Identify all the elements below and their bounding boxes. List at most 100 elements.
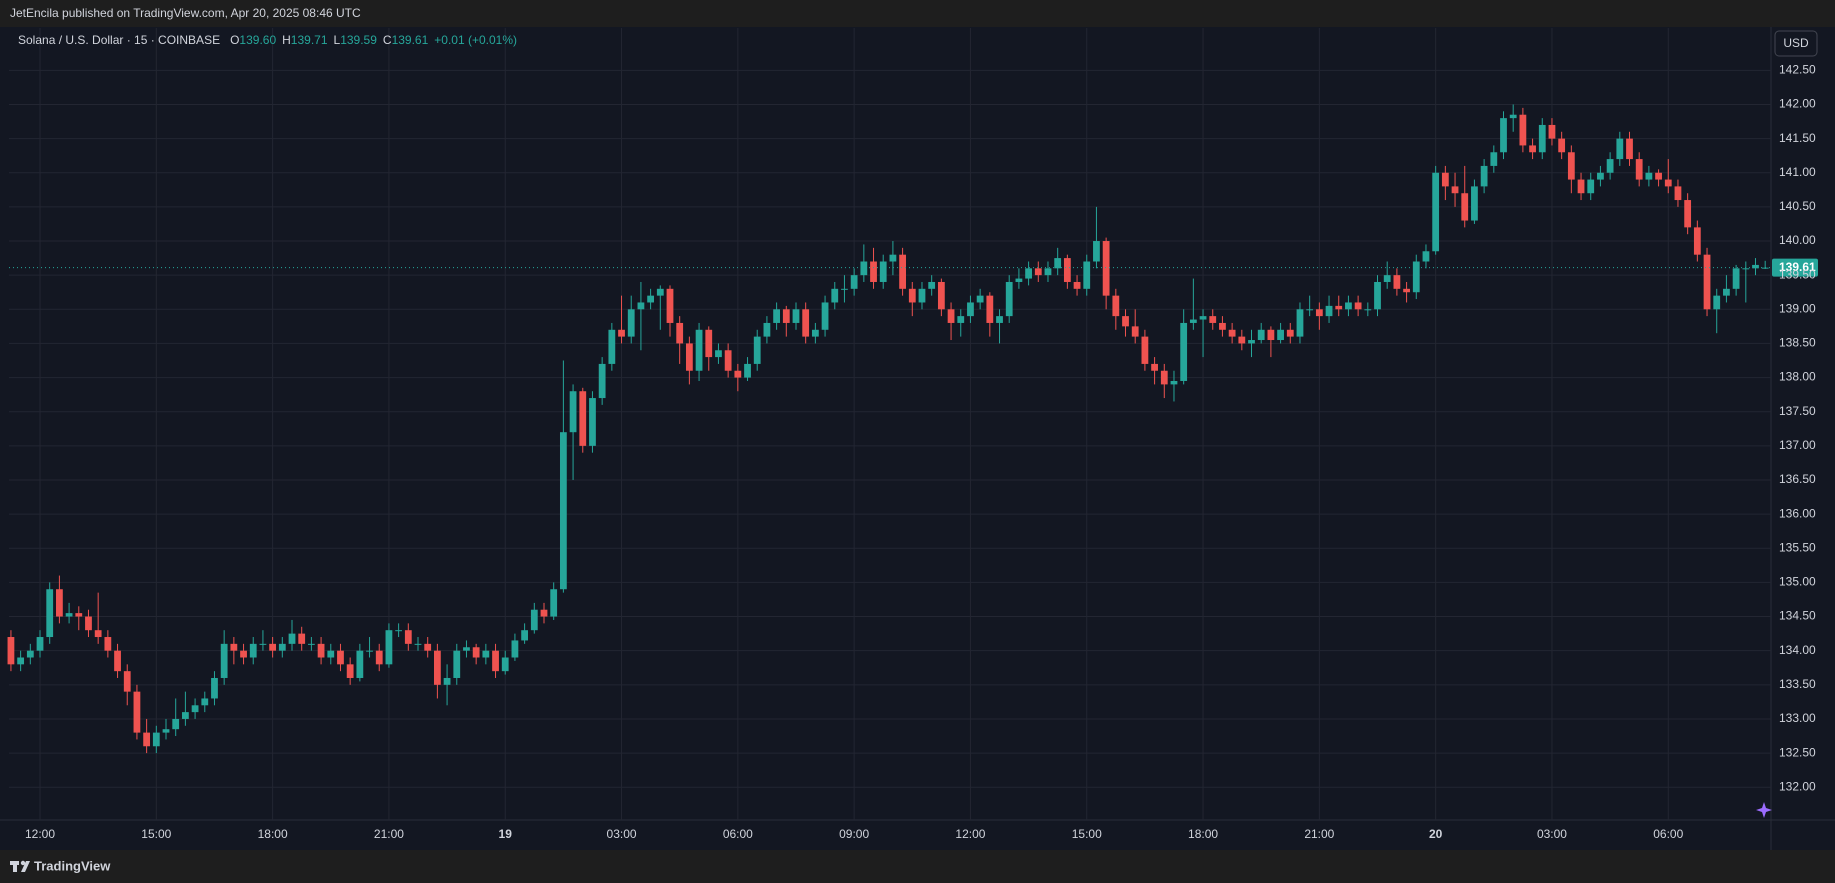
- legend-value: 139.71: [291, 33, 328, 47]
- candle-body: [715, 350, 722, 358]
- candle-body: [1306, 309, 1314, 311]
- candle-body: [1170, 380, 1178, 385]
- candle-body: [395, 630, 403, 632]
- candle-body: [492, 650, 499, 672]
- candle-body: [1626, 138, 1633, 160]
- candle-body: [831, 288, 839, 303]
- candle-body: [1054, 258, 1062, 269]
- candle-body: [1635, 159, 1643, 180]
- candle-body: [811, 329, 819, 337]
- candle-body: [598, 363, 606, 399]
- candle-body: [889, 254, 897, 262]
- x-tick-label: 03:00: [607, 827, 637, 841]
- y-tick-label: 136.00: [1779, 506, 1816, 520]
- candle-body: [472, 647, 480, 658]
- candle-body: [589, 398, 596, 446]
- y-tick-label: 134.00: [1779, 643, 1816, 657]
- candle-body: [366, 650, 373, 652]
- candle-body: [85, 616, 92, 631]
- candle-body: [1374, 281, 1381, 310]
- candle-body: [1606, 159, 1614, 173]
- candle-body: [947, 309, 955, 323]
- candle-body: [1345, 302, 1352, 310]
- candle-body: [569, 391, 577, 433]
- candle-body: [1616, 138, 1624, 160]
- candle-body: [17, 657, 25, 665]
- candle-body: [986, 295, 994, 323]
- candle-body: [1015, 278, 1023, 282]
- candle-body: [1296, 309, 1304, 337]
- candle-body: [327, 650, 335, 658]
- y-tick-label: 140.50: [1779, 199, 1816, 213]
- candle-body: [1112, 295, 1120, 317]
- candle-body: [1141, 336, 1149, 364]
- publisher-line: JetEncila published on TradingView.com, …: [10, 6, 361, 20]
- candle-body: [656, 288, 664, 296]
- legend-symbol: Solana / U.S. Dollar · 15 · COINBASE: [18, 33, 220, 47]
- x-tick-label: 15:00: [141, 827, 171, 841]
- candle-body: [1480, 165, 1488, 187]
- grid: [9, 28, 1771, 820]
- candle-body: [1044, 268, 1052, 276]
- candle-body: [501, 657, 509, 672]
- candle-body: [1219, 322, 1226, 330]
- candle-body: [1664, 179, 1672, 187]
- candle-body: [123, 671, 131, 692]
- candle-body: [1005, 281, 1013, 317]
- candle-body: [1199, 316, 1207, 320]
- candle-body: [792, 309, 800, 323]
- candle-body: [1655, 172, 1662, 180]
- overlay: 139.61: [9, 258, 1818, 277]
- candle-body: [104, 637, 112, 651]
- candle-body: [278, 643, 286, 651]
- candle-body: [307, 643, 315, 645]
- candle-body: [870, 261, 877, 282]
- candle-body: [94, 630, 102, 638]
- candle-body: [1461, 193, 1469, 221]
- candle-body: [860, 261, 868, 276]
- y-tick-label: 135.00: [1779, 575, 1816, 589]
- footer-brand: TradingView: [34, 858, 111, 873]
- candle-body: [540, 609, 548, 617]
- candle-body: [482, 650, 490, 658]
- tradingview-logo: [10, 860, 30, 872]
- candle-body: [1684, 200, 1692, 228]
- x-tick-label: 09:00: [839, 827, 869, 841]
- candle-body: [143, 732, 151, 747]
- y-tick-label: 132.00: [1779, 779, 1816, 793]
- candle-body: [385, 630, 393, 665]
- candle-body: [608, 329, 616, 364]
- candle-body: [1209, 316, 1217, 323]
- y-tick-label: 136.50: [1779, 472, 1816, 486]
- candle-body: [1713, 295, 1721, 310]
- x-tick-label: 18:00: [258, 827, 288, 841]
- candle-body: [676, 322, 684, 344]
- candle-body: [1228, 329, 1236, 337]
- candle-body: [1567, 152, 1575, 180]
- candle-body: [269, 643, 277, 651]
- bottom-bar: [0, 850, 1835, 883]
- y-tick-label: 134.50: [1779, 609, 1816, 623]
- candle-body: [976, 295, 984, 303]
- candle-body: [1122, 316, 1129, 327]
- currency-label[interactable]: USD: [1783, 36, 1809, 50]
- candle-body: [26, 650, 34, 658]
- candle-body: [1538, 124, 1546, 153]
- candle-body: [550, 589, 558, 617]
- candle-body: [666, 288, 674, 323]
- candle-body: [75, 613, 83, 617]
- candle-body: [937, 281, 945, 310]
- currency-button[interactable]: [1774, 30, 1818, 57]
- x-tick-label: 12:00: [25, 827, 55, 841]
- candle-body: [1267, 329, 1275, 341]
- candle-body: [56, 589, 63, 617]
- x-tick-label: 21:00: [1304, 827, 1334, 841]
- candle-body: [744, 363, 751, 378]
- candle-body: [65, 613, 73, 617]
- candle-body: [346, 664, 354, 678]
- candle-body: [521, 630, 529, 641]
- candle-body: [1393, 275, 1401, 289]
